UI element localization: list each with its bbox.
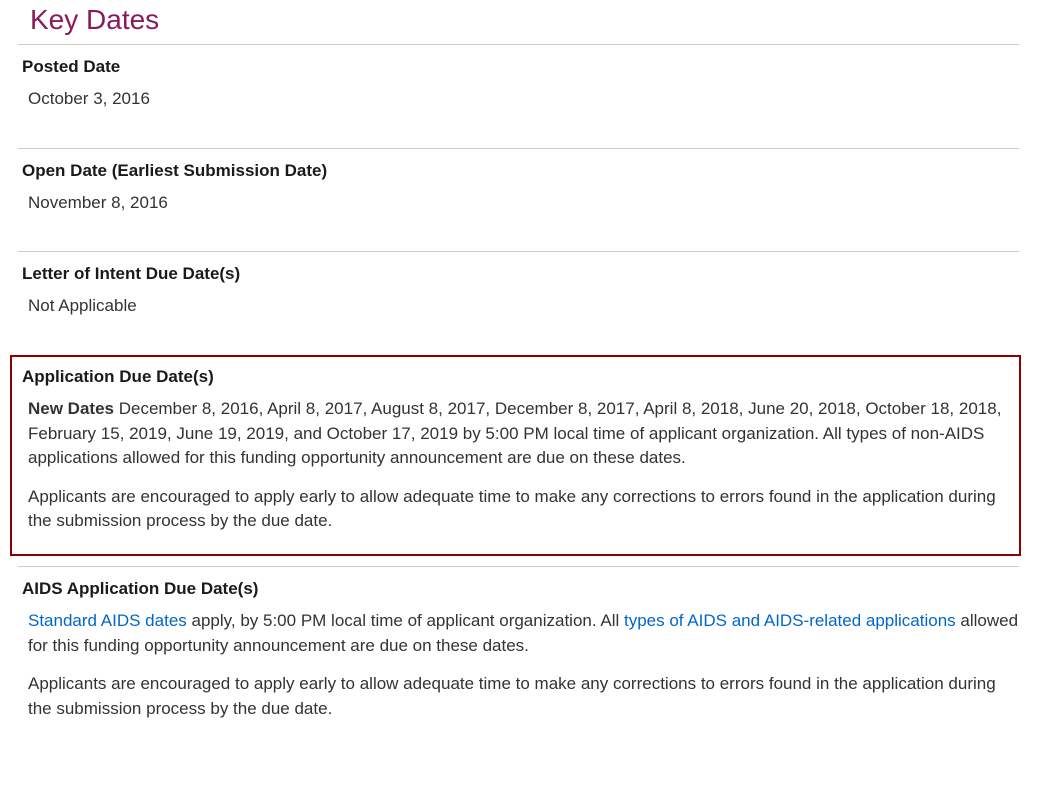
application-due-date-paragraph-1: New Dates December 8, 2016, April 8, 201… xyxy=(28,397,1009,471)
loi-label: Letter of Intent Due Date(s) xyxy=(22,264,1019,284)
application-due-date-body: New Dates December 8, 2016, April 8, 201… xyxy=(28,397,1009,534)
application-due-date-label: Application Due Date(s) xyxy=(22,367,1009,387)
open-date-value: November 8, 2016 xyxy=(28,191,1019,216)
new-dates-bold: New Dates xyxy=(28,399,114,418)
application-due-date-paragraph-2: Applicants are encouraged to apply early… xyxy=(28,485,1009,534)
open-date-label: Open Date (Earliest Submission Date) xyxy=(22,161,1019,181)
aids-due-date-body: Standard AIDS dates apply, by 5:00 PM lo… xyxy=(28,609,1019,722)
page-container: Key Dates Posted Date October 3, 2016 Op… xyxy=(0,4,1037,774)
aids-text-mid1: apply, by 5:00 PM local time of applican… xyxy=(187,611,624,630)
posted-date-value: October 3, 2016 xyxy=(28,87,1019,112)
open-date-section: Open Date (Earliest Submission Date) Nov… xyxy=(18,148,1019,252)
key-dates-heading: Key Dates xyxy=(30,4,1019,36)
application-due-date-highlight: Application Due Date(s) New Dates Decemb… xyxy=(10,355,1021,556)
aids-due-date-section: AIDS Application Due Date(s) Standard AI… xyxy=(18,566,1019,754)
standard-aids-dates-link[interactable]: Standard AIDS dates xyxy=(28,611,187,630)
loi-value: Not Applicable xyxy=(28,294,1019,319)
aids-due-date-paragraph-2: Applicants are encouraged to apply early… xyxy=(28,672,1019,721)
aids-due-date-label: AIDS Application Due Date(s) xyxy=(22,579,1019,599)
posted-date-label: Posted Date xyxy=(22,57,1019,77)
aids-due-date-paragraph-1: Standard AIDS dates apply, by 5:00 PM lo… xyxy=(28,609,1019,658)
new-dates-text: December 8, 2016, April 8, 2017, August … xyxy=(28,399,1001,467)
aids-types-link[interactable]: types of AIDS and AIDS-related applicati… xyxy=(624,611,956,630)
posted-date-section: Posted Date October 3, 2016 xyxy=(18,44,1019,148)
loi-section: Letter of Intent Due Date(s) Not Applica… xyxy=(18,251,1019,355)
